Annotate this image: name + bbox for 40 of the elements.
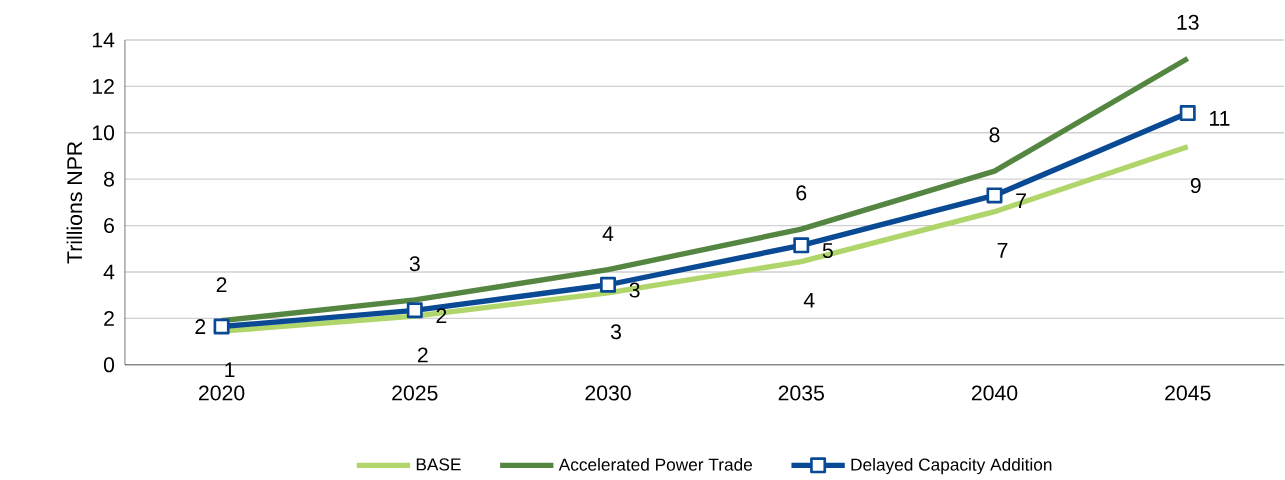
point <box>600 276 617 293</box>
point <box>1179 105 1196 122</box>
data-label: 11 <box>1210 111 1230 126</box>
y-tick-label: 8 <box>104 171 114 187</box>
data-label: 4 <box>602 226 614 242</box>
data-label: 2 <box>195 319 206 335</box>
data-label: 6 <box>796 185 807 201</box>
data-label: 13 <box>1177 14 1199 30</box>
y-tick-label: 12 <box>92 79 114 94</box>
data-label: 9 <box>1190 178 1201 194</box>
x-tick-label: 2030 <box>585 385 631 401</box>
data-label: 3 <box>629 282 640 298</box>
y-tick-label: 10 <box>92 125 115 141</box>
y-tick-label: 0 <box>103 357 115 373</box>
point <box>793 237 810 254</box>
data-label: 4 <box>803 293 815 308</box>
x-tick-label: 2035 <box>778 385 824 401</box>
y-tick-label: 4 <box>103 264 115 280</box>
y-tick-label: 2 <box>104 311 114 326</box>
x-tick-label: 2020 <box>198 385 245 401</box>
data-label: 3 <box>409 256 420 272</box>
y-axis-title: Trillions NPR <box>66 141 83 264</box>
data-label: 1 <box>225 362 235 378</box>
data-label: 2 <box>436 308 447 324</box>
point <box>986 187 1003 204</box>
x-tick-label: 2040 <box>971 385 1018 401</box>
legend-label: Accelerated Power Trade <box>558 458 753 471</box>
data-label: 3 <box>610 324 621 340</box>
point <box>213 318 230 335</box>
data-label: 8 <box>989 127 1000 143</box>
x-tick-label: 2025 <box>392 385 438 401</box>
data-label: 2 <box>417 347 428 363</box>
y-tick-label: 14 <box>92 32 115 48</box>
legend-label: Delayed Capacity Addition <box>851 458 1052 475</box>
x-tick-label: 2045 <box>1165 385 1211 401</box>
data-label: 7 <box>997 243 1008 258</box>
point <box>406 302 423 319</box>
data-label: 2 <box>216 277 227 293</box>
y-tick-label: 6 <box>104 218 114 234</box>
legend-label: BASE <box>416 458 461 471</box>
